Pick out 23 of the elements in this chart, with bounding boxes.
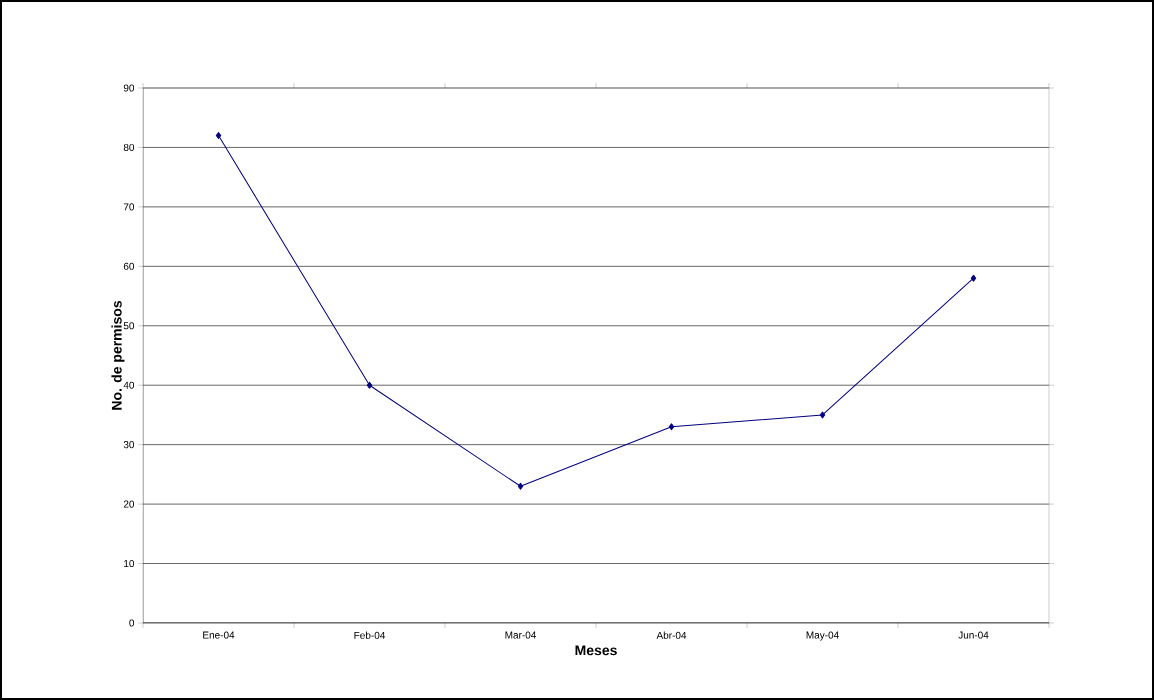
x-tick-label: Abr-04 <box>656 631 687 639</box>
y-tick-label: 30 <box>123 441 135 449</box>
y-tick-label: 0 <box>129 619 135 627</box>
y-tick-label: 90 <box>123 84 135 92</box>
x-tick-label: May-04 <box>806 631 839 641</box>
x-tick-label: Mar-04 <box>505 631 537 639</box>
y-tick-label: 80 <box>123 143 135 151</box>
point <box>970 274 977 282</box>
point <box>668 423 675 431</box>
y-tick-label: 10 <box>124 560 135 568</box>
point <box>517 482 524 490</box>
y-tick-label: 70 <box>123 203 135 211</box>
x-axis-title: Meses <box>575 645 617 656</box>
y-tick-label: 20 <box>123 500 135 508</box>
point <box>215 132 222 140</box>
x-tick-label: Jun-04 <box>958 631 989 639</box>
x-tick-label: Feb-04 <box>354 631 386 639</box>
point <box>819 411 826 419</box>
point <box>366 381 373 389</box>
y-tick-label: 40 <box>123 381 135 389</box>
y-tick-label: 50 <box>123 322 135 330</box>
x-tick-label: Ene-04 <box>203 631 235 639</box>
y-tick-label: 60 <box>123 262 135 270</box>
